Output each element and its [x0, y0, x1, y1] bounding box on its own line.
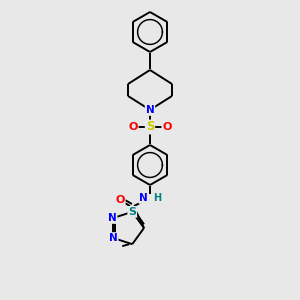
Text: N: N [109, 233, 118, 243]
Text: S: S [146, 121, 154, 134]
Text: N: N [108, 213, 117, 223]
Text: N: N [139, 193, 148, 203]
Text: H: H [153, 193, 161, 203]
Text: O: O [162, 122, 172, 132]
Text: N: N [146, 105, 154, 115]
Text: O: O [128, 122, 138, 132]
Text: S: S [128, 207, 136, 217]
Text: O: O [115, 195, 125, 205]
